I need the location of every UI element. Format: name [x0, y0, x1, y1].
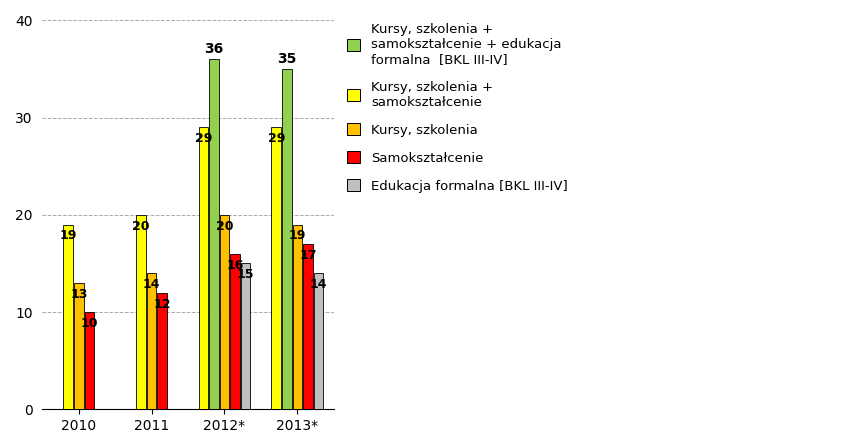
Text: 13: 13 [70, 288, 87, 301]
Bar [230, 254, 239, 409]
Text: 14: 14 [143, 278, 160, 291]
Bar [209, 60, 219, 409]
Text: 36: 36 [204, 43, 223, 56]
Text: 14: 14 [309, 278, 327, 291]
Bar [136, 215, 146, 409]
Bar [84, 312, 94, 409]
Text: 10: 10 [80, 317, 98, 330]
Text: 19: 19 [288, 229, 306, 242]
Text: 16: 16 [226, 258, 244, 271]
Text: 19: 19 [59, 229, 77, 242]
Bar [158, 293, 167, 409]
Legend: Kursy, szkolenia +
samokształcenie + edukacja
formalna  [BKL III-IV], Kursy, szk: Kursy, szkolenia + samokształcenie + edu… [343, 19, 571, 197]
Text: 15: 15 [237, 268, 254, 281]
Bar [74, 283, 84, 409]
Text: 20: 20 [215, 220, 233, 233]
Text: 35: 35 [276, 52, 296, 66]
Text: 29: 29 [267, 132, 285, 145]
Bar [282, 69, 291, 409]
Bar [146, 273, 156, 409]
Bar [198, 127, 208, 409]
Bar [64, 224, 73, 409]
Text: 12: 12 [153, 297, 170, 310]
Bar [271, 127, 281, 409]
Text: 20: 20 [133, 220, 150, 233]
Bar [313, 273, 323, 409]
Text: 17: 17 [299, 249, 316, 262]
Bar [220, 215, 229, 409]
Bar [303, 244, 313, 409]
Bar [240, 263, 250, 409]
Bar [292, 224, 301, 409]
Text: 29: 29 [195, 132, 212, 145]
